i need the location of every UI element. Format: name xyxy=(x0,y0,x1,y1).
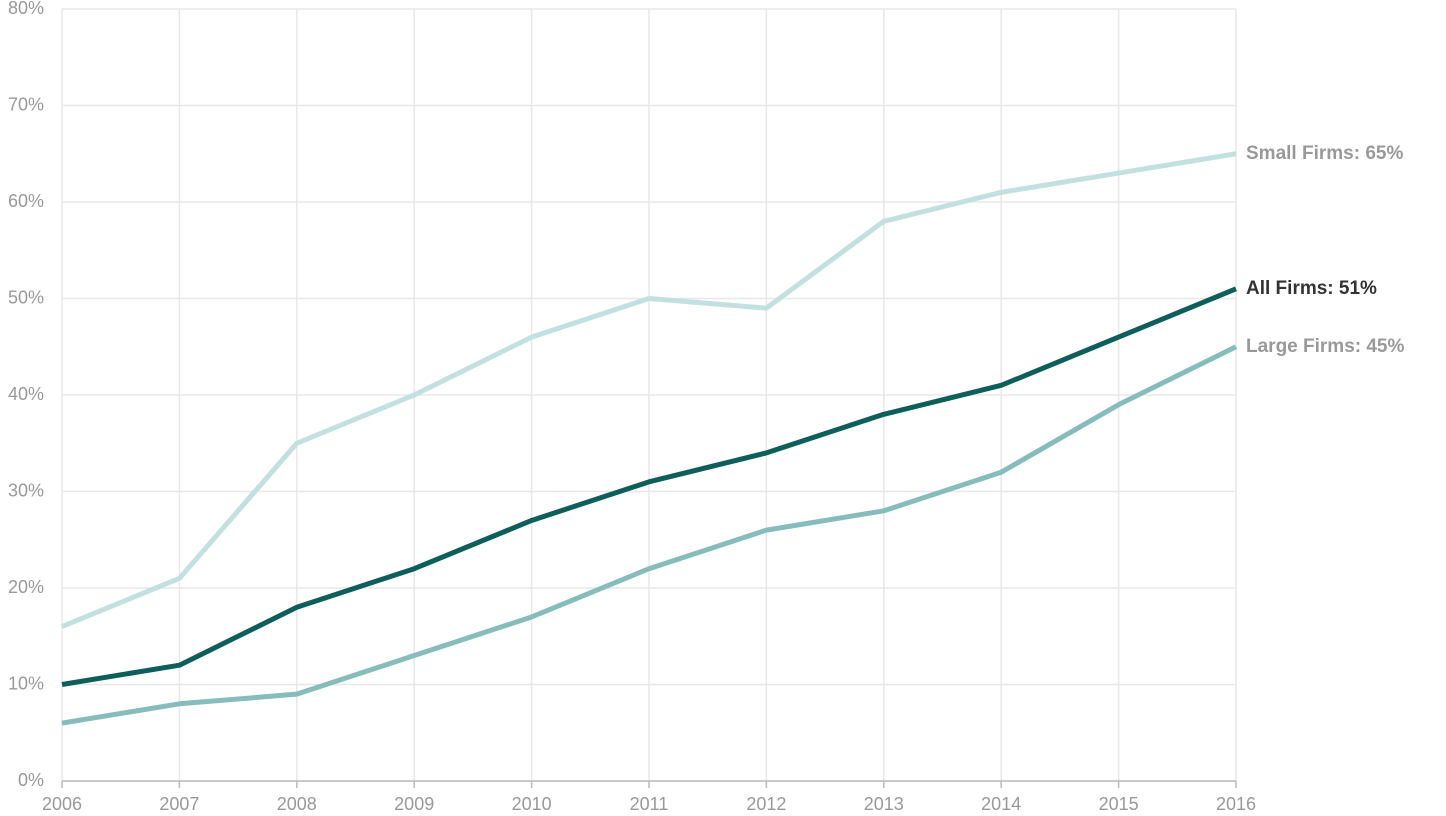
series-line xyxy=(61,286,1237,687)
x-tick-label: 2014 xyxy=(981,794,1021,814)
series-line xyxy=(61,344,1238,726)
y-tick-label: 70% xyxy=(8,94,44,114)
x-tick-label: 2006 xyxy=(42,794,82,814)
y-tick-label: 60% xyxy=(8,191,44,211)
x-tick-label: 2012 xyxy=(746,794,786,814)
series-end-label: Small Firms: 65% xyxy=(1246,143,1403,164)
series-end-label: Large Firms: 45% xyxy=(1246,336,1404,357)
x-tick-label: 2013 xyxy=(864,794,904,814)
series-line xyxy=(61,151,1237,629)
x-tick-label: 2010 xyxy=(512,794,552,814)
y-tick-label: 30% xyxy=(8,480,44,500)
y-tick-label: 20% xyxy=(8,577,44,597)
y-tick-label: 50% xyxy=(8,287,44,307)
x-tick-label: 2011 xyxy=(630,794,669,814)
series-end-label: All Firms: 51% xyxy=(1246,278,1377,299)
x-tick-label: 2009 xyxy=(394,794,434,814)
x-tick-label: 2007 xyxy=(159,794,199,814)
x-tick-label: 2008 xyxy=(277,794,317,814)
x-tick-label: 2015 xyxy=(1099,794,1139,814)
x-tick-label: 2016 xyxy=(1216,794,1256,814)
y-tick-label: 40% xyxy=(8,384,44,404)
y-tick-label: 80% xyxy=(8,0,44,18)
y-tick-label: 10% xyxy=(8,673,44,693)
y-tick-label: 0% xyxy=(18,770,44,790)
